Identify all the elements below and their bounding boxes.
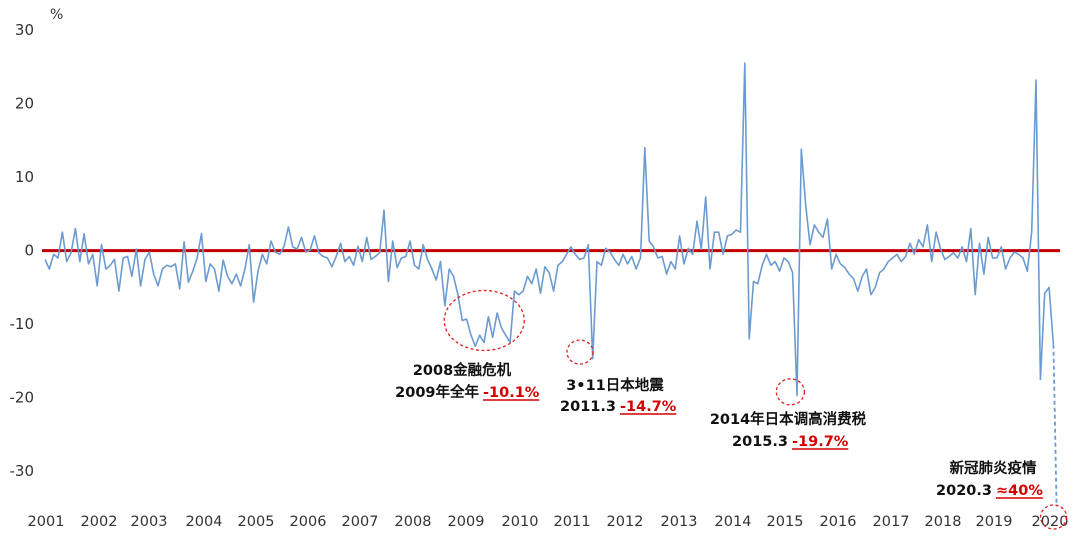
x-tick-label: 2009 <box>448 514 485 530</box>
x-tick-label: 2006 <box>290 514 327 530</box>
projection-line <box>1052 344 1058 507</box>
x-tick-label: 2010 <box>502 514 539 530</box>
annotations: 2008金融危机 2009年全年 -10.1% 3•11日本地震 2011.3 -14.7… <box>395 361 1043 499</box>
highlight-ellipses <box>443 289 1068 530</box>
x-tick-label: 2005 <box>238 514 275 530</box>
x-tick-label: 2008 <box>395 514 432 530</box>
x-tick-label: 2007 <box>342 514 379 530</box>
annotation-title: 新冠肺炎疫情 <box>950 459 1037 477</box>
highlight-ellipse <box>775 378 806 406</box>
annotation-subtitle: 2015.3 <box>732 434 788 450</box>
x-tick-label: 2020 <box>1032 514 1069 530</box>
y-axis-ticks: 30 20 10 0 -10 -20 -30 <box>10 21 35 480</box>
annotation-subtitle: 2009年全年 <box>395 383 479 401</box>
series-line <box>44 62 1055 397</box>
y-tick-label: 0 <box>24 242 34 260</box>
annotation-value: -14.7% <box>620 399 677 415</box>
x-tick-label: 2015 <box>767 514 804 530</box>
x-tick-label: 2004 <box>186 514 223 530</box>
annotation-title: 2014年日本调高消费税 <box>710 410 867 428</box>
y-tick-label: -10 <box>10 315 35 333</box>
x-tick-label: 2019 <box>976 514 1013 530</box>
x-tick-label: 2012 <box>607 514 644 530</box>
x-tick-label: 2003 <box>131 514 168 530</box>
x-axis-ticks: 2001 2002 2003 2004 2005 2006 2007 2008 2009 2010… <box>28 514 1069 530</box>
x-tick-label: 2013 <box>661 514 698 530</box>
x-tick-label: 2014 <box>715 514 752 530</box>
highlight-ellipse <box>443 289 525 352</box>
annotation-value: ≈40% <box>996 483 1043 499</box>
highlight-ellipse <box>1039 504 1068 530</box>
annotation-title: 3•11日本地震 <box>566 376 664 394</box>
annotation-subtitle: 2020.3 <box>936 483 992 499</box>
annotation-subtitle: 2011.3 <box>560 399 616 415</box>
y-tick-label: 10 <box>15 168 34 186</box>
highlight-ellipse <box>566 339 594 365</box>
x-tick-label: 2018 <box>925 514 962 530</box>
y-tick-label: -20 <box>10 389 35 407</box>
series-line-group <box>44 62 1058 507</box>
y-axis-unit: % <box>50 7 63 23</box>
annotation-value: -19.7% <box>792 434 849 450</box>
x-tick-label: 2011 <box>554 514 591 530</box>
y-tick-label: 20 <box>15 95 34 113</box>
annotation-value: -10.1% <box>483 385 540 401</box>
x-tick-label: 2016 <box>820 514 857 530</box>
x-tick-label: 2002 <box>81 514 118 530</box>
x-tick-label: 2001 <box>28 514 65 530</box>
x-tick-label: 2017 <box>873 514 910 530</box>
y-tick-label: 30 <box>15 21 34 39</box>
annotation-title: 2008金融危机 <box>413 361 512 379</box>
y-tick-label: -30 <box>10 462 35 480</box>
